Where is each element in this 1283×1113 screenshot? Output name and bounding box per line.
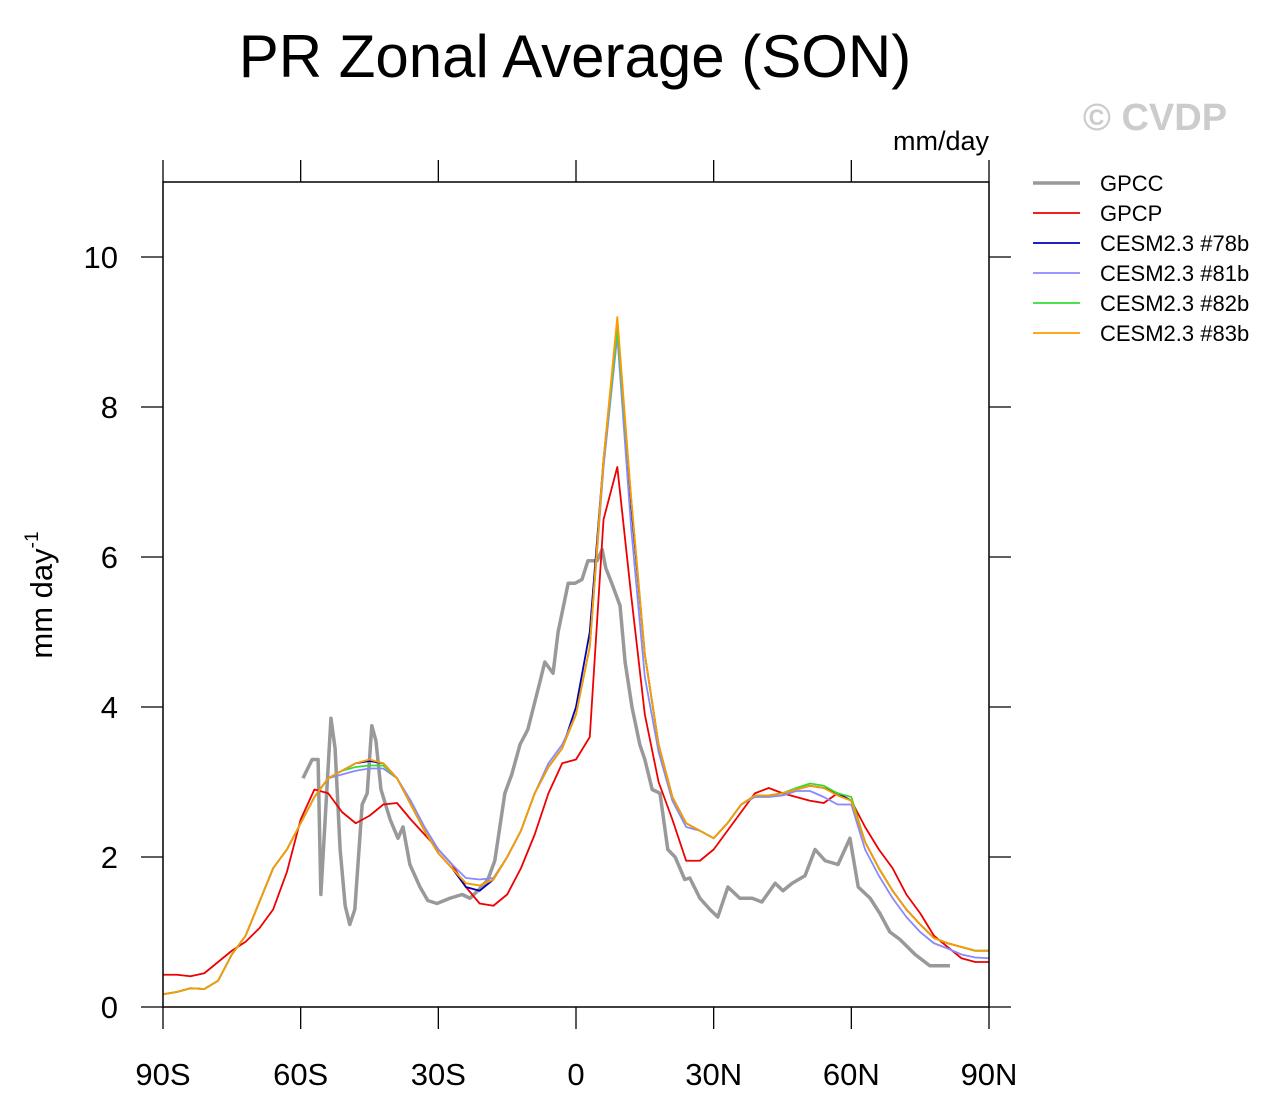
x-tick-label: 30S [411,1057,466,1092]
x-tick-label: 0 [567,1057,584,1092]
legend-label: GPCC [1100,171,1164,196]
series-line [301,547,950,968]
x-tick-label: 90N [961,1057,1018,1092]
y-tick-label: 0 [101,990,118,1025]
plot-area [162,316,990,996]
y-axis-label-text: mm day [24,548,59,659]
legend-label: CESM2.3 #78b [1100,231,1249,256]
y-tick-label: 4 [101,690,118,725]
y-tick-label: 8 [101,390,118,425]
series-line [163,466,989,978]
y-tick-label: 2 [101,840,118,875]
x-tick-label: 90S [135,1057,190,1092]
chart-title: PR Zonal Average (SON) [239,23,912,90]
y-axis-label: mm day-1 [22,531,59,658]
x-tick-label: 60N [823,1057,880,1092]
legend-label: CESM2.3 #83b [1100,321,1249,346]
y-tick-label: 6 [101,540,118,575]
x-tick-label: 60S [273,1057,328,1092]
y-axis-label-exponent: -1 [22,531,43,548]
legend-label: CESM2.3 #81b [1100,261,1249,286]
plot-frame [162,181,990,1008]
series-line [162,316,989,996]
y-tick-label: 10 [84,240,118,275]
legend-label: CESM2.3 #82b [1100,291,1249,316]
x-tick-label: 30N [685,1057,742,1092]
legend-label: GPCP [1100,201,1162,226]
watermark: © CVDP [1083,97,1227,139]
units-label: mm/day [893,126,990,156]
